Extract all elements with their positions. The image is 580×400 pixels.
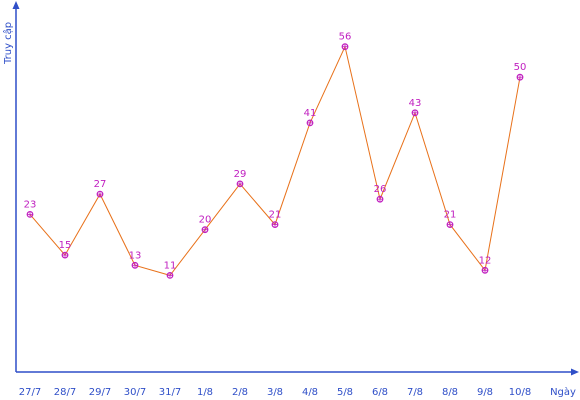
data-point bbox=[376, 195, 384, 203]
x-tick-label: 29/7 bbox=[89, 387, 111, 398]
data-labels: 23 15 27 13 11 20 29 21 41 56 26 43 21 12 50 bbox=[24, 32, 527, 272]
data-point bbox=[271, 221, 279, 229]
x-tick-label: 1/8 bbox=[197, 387, 213, 398]
series-line bbox=[29, 45, 521, 276]
x-tick-labels: 27/7 28/7 29/7 30/7 31/7 1/8 2/8 3/8 4/8 5/8 6/8 7/… bbox=[19, 387, 531, 398]
x-axis-title: Ngày bbox=[550, 386, 576, 398]
x-tick-label: 8/8 bbox=[442, 387, 458, 398]
x-tick-label: 9/8 bbox=[477, 387, 493, 398]
data-point bbox=[166, 272, 174, 279]
x-tick-label: 27/7 bbox=[19, 387, 41, 398]
x-tick-label: 4/8 bbox=[302, 387, 318, 398]
data-label: 11 bbox=[164, 260, 177, 271]
data-point bbox=[96, 190, 104, 198]
data-label: 15 bbox=[59, 240, 72, 251]
data-label: 12 bbox=[479, 255, 492, 266]
data-label: 20 bbox=[199, 215, 212, 226]
data-label: 41 bbox=[304, 108, 317, 119]
data-label: 21 bbox=[269, 210, 282, 221]
data-point bbox=[306, 119, 314, 127]
data-point bbox=[341, 43, 349, 51]
data-point bbox=[411, 109, 419, 117]
x-tick-label: 3/8 bbox=[267, 387, 283, 398]
data-point bbox=[201, 226, 209, 234]
data-label: 29 bbox=[234, 169, 247, 180]
x-tick-label: 2/8 bbox=[232, 387, 248, 398]
x-tick-label: 10/8 bbox=[509, 387, 531, 398]
data-point bbox=[516, 73, 524, 81]
data-point bbox=[446, 221, 454, 229]
x-tick-label: 30/7 bbox=[124, 387, 146, 398]
data-label: 50 bbox=[514, 62, 527, 73]
data-markers bbox=[26, 43, 524, 279]
data-label: 56 bbox=[339, 32, 352, 43]
data-point bbox=[131, 261, 139, 269]
x-tick-label: 7/8 bbox=[407, 387, 423, 398]
data-point bbox=[481, 266, 489, 274]
data-label: 27 bbox=[94, 179, 107, 190]
data-label: 43 bbox=[409, 98, 422, 109]
data-point bbox=[236, 180, 244, 188]
data-point bbox=[26, 210, 34, 218]
data-label: 26 bbox=[374, 184, 387, 195]
y-axis-title: Truy cập bbox=[2, 22, 14, 65]
x-tick-label: 28/7 bbox=[54, 387, 76, 398]
x-axis-arrow bbox=[571, 368, 579, 376]
x-tick-label: 31/7 bbox=[159, 387, 181, 398]
data-label: 21 bbox=[444, 210, 457, 221]
data-label: 13 bbox=[129, 250, 142, 261]
x-tick-label: 6/8 bbox=[372, 387, 388, 398]
data-point bbox=[61, 251, 69, 259]
data-label: 23 bbox=[24, 199, 37, 210]
x-tick-label: 5/8 bbox=[337, 387, 353, 398]
y-axis-arrow bbox=[12, 1, 20, 9]
